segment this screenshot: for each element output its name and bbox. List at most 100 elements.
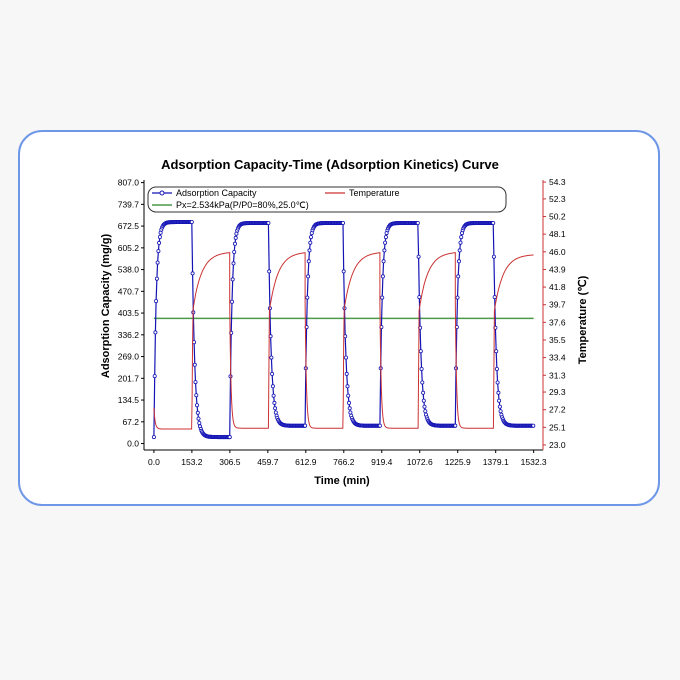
adsorption-point xyxy=(348,410,353,415)
adsorption-point xyxy=(421,390,426,395)
x-tick-label: 1225.9 xyxy=(445,457,471,467)
adsorption-point xyxy=(305,295,310,300)
y2-tick-label: 31.3 xyxy=(549,370,566,380)
adsorption-point xyxy=(459,235,464,240)
y2-tick-label: 33.4 xyxy=(549,353,566,363)
adsorption-point xyxy=(232,250,237,255)
legend-adsorption-label: Adsorption Capacity xyxy=(176,188,257,198)
y-tick-label: 403.5 xyxy=(118,308,140,318)
adsorption-point xyxy=(154,276,159,281)
adsorption-point xyxy=(227,435,232,440)
adsorption-point xyxy=(151,435,156,440)
y2-tick-label: 43.9 xyxy=(549,264,566,274)
x-tick-label: 0.0 xyxy=(148,457,160,467)
y-tick-label: 201.7 xyxy=(118,373,140,383)
adsorption-point xyxy=(196,416,201,421)
axes: 0.0 67.2 134.5 201.7 269.0 336.2 403.5 470.7 538… xyxy=(118,177,566,467)
adsorption-point xyxy=(456,274,461,279)
kinetics-chart: Adsorption Capacity-Time (Adsorption Kin… xyxy=(100,157,589,487)
adsorption-point xyxy=(153,330,158,335)
adsorption-point xyxy=(157,240,162,245)
y-tick-label: 605.2 xyxy=(118,243,140,253)
y2-tick-label: 35.5 xyxy=(549,335,566,345)
adsorption-point xyxy=(345,384,350,389)
y2-axis-label: Temperature (℃) xyxy=(577,275,589,364)
adsorption-point xyxy=(270,371,275,376)
adsorption-point xyxy=(418,349,423,354)
adsorption-point xyxy=(417,295,422,300)
adsorption-point xyxy=(380,295,385,300)
legend: Adsorption Capacity Temperature Px=2.534… xyxy=(147,186,507,213)
y2-tick-label: 41.8 xyxy=(549,282,566,292)
adsorption-point xyxy=(496,390,501,395)
x-tick-label: 612.9 xyxy=(295,457,317,467)
adsorption-point xyxy=(416,254,421,259)
adsorption-point xyxy=(233,235,238,240)
legend-box xyxy=(147,186,507,213)
adsorption-point xyxy=(383,240,388,245)
adsorption-point xyxy=(307,248,312,253)
x-tick-label: 766.2 xyxy=(333,457,355,467)
y-tick-label: 739.7 xyxy=(118,199,140,209)
adsorption-point xyxy=(270,384,275,389)
y2-tick-label: 46.0 xyxy=(549,247,566,257)
y-tick-label: 538.0 xyxy=(118,265,140,275)
y2-tick-label: 54.3 xyxy=(549,177,566,187)
adsorption-point xyxy=(419,366,424,371)
y-tick-label: 672.5 xyxy=(118,221,140,231)
adsorption-point xyxy=(155,260,160,265)
y2-tick-label: 52.3 xyxy=(549,194,566,204)
adsorption-point xyxy=(457,248,462,253)
adsorption-point xyxy=(383,235,388,240)
y2-tick-label: 29.3 xyxy=(549,387,566,397)
adsorption-point xyxy=(492,295,497,300)
y-tick-label: 470.7 xyxy=(118,286,140,296)
y-tick-label: 269.0 xyxy=(118,352,140,362)
adsorption-point xyxy=(308,235,313,240)
x-axis-label: Time (min) xyxy=(314,475,370,487)
y-tick-label: 807.0 xyxy=(118,178,140,188)
adsorption-point xyxy=(343,355,348,360)
adsorption-point xyxy=(195,410,200,415)
adsorption-point xyxy=(494,366,499,371)
y2-tick-label: 50.2 xyxy=(549,212,566,222)
adsorption-point xyxy=(453,423,458,428)
y2-tick-label: 37.6 xyxy=(549,317,566,327)
y2-tick-label: 25.1 xyxy=(549,422,566,432)
adsorption-point xyxy=(190,271,195,276)
adsorption-point xyxy=(455,295,460,300)
y-tick-label: 336.2 xyxy=(118,330,140,340)
adsorption-point xyxy=(420,380,425,385)
adsorption-point xyxy=(531,423,536,428)
y2-tick-label: 39.7 xyxy=(549,300,566,310)
adsorption-point xyxy=(423,409,428,414)
y-tick-label: 67.2 xyxy=(122,417,139,427)
adsorption-point xyxy=(421,398,426,403)
x-tick-label: 1379.1 xyxy=(483,457,509,467)
adsorption-point xyxy=(194,393,199,398)
y2-tick-label: 23.0 xyxy=(549,440,566,450)
adsorption-point xyxy=(232,241,237,246)
legend-pressure-label: Px=2.534kPa(P/P0=80%,25.0℃) xyxy=(176,200,309,210)
adsorption-point xyxy=(306,259,311,264)
adsorption-point xyxy=(456,259,461,264)
adsorption-point xyxy=(231,261,236,266)
adsorption-point xyxy=(193,380,198,385)
adsorption-point xyxy=(498,409,503,414)
y-tick-label: 0.0 xyxy=(127,439,139,449)
chart-card: Adsorption Capacity-Time (Adsorption Kin… xyxy=(18,130,660,506)
adsorption-point xyxy=(341,269,346,274)
adsorption-point xyxy=(230,277,235,282)
temperature-series-line xyxy=(153,251,534,430)
adsorption-point xyxy=(422,404,427,409)
y-axis-label: Adsorption Capacity (mg/g) xyxy=(100,234,112,379)
x-tick-label: 153.2 xyxy=(181,457,203,467)
adsorption-point xyxy=(269,355,274,360)
adsorption-point xyxy=(494,349,499,354)
adsorption-point xyxy=(380,274,385,279)
adsorption-point xyxy=(197,420,202,425)
adsorption-point xyxy=(192,362,197,367)
adsorption-point xyxy=(273,406,278,411)
adsorption-point xyxy=(382,248,387,253)
adsorption-point xyxy=(189,220,194,225)
